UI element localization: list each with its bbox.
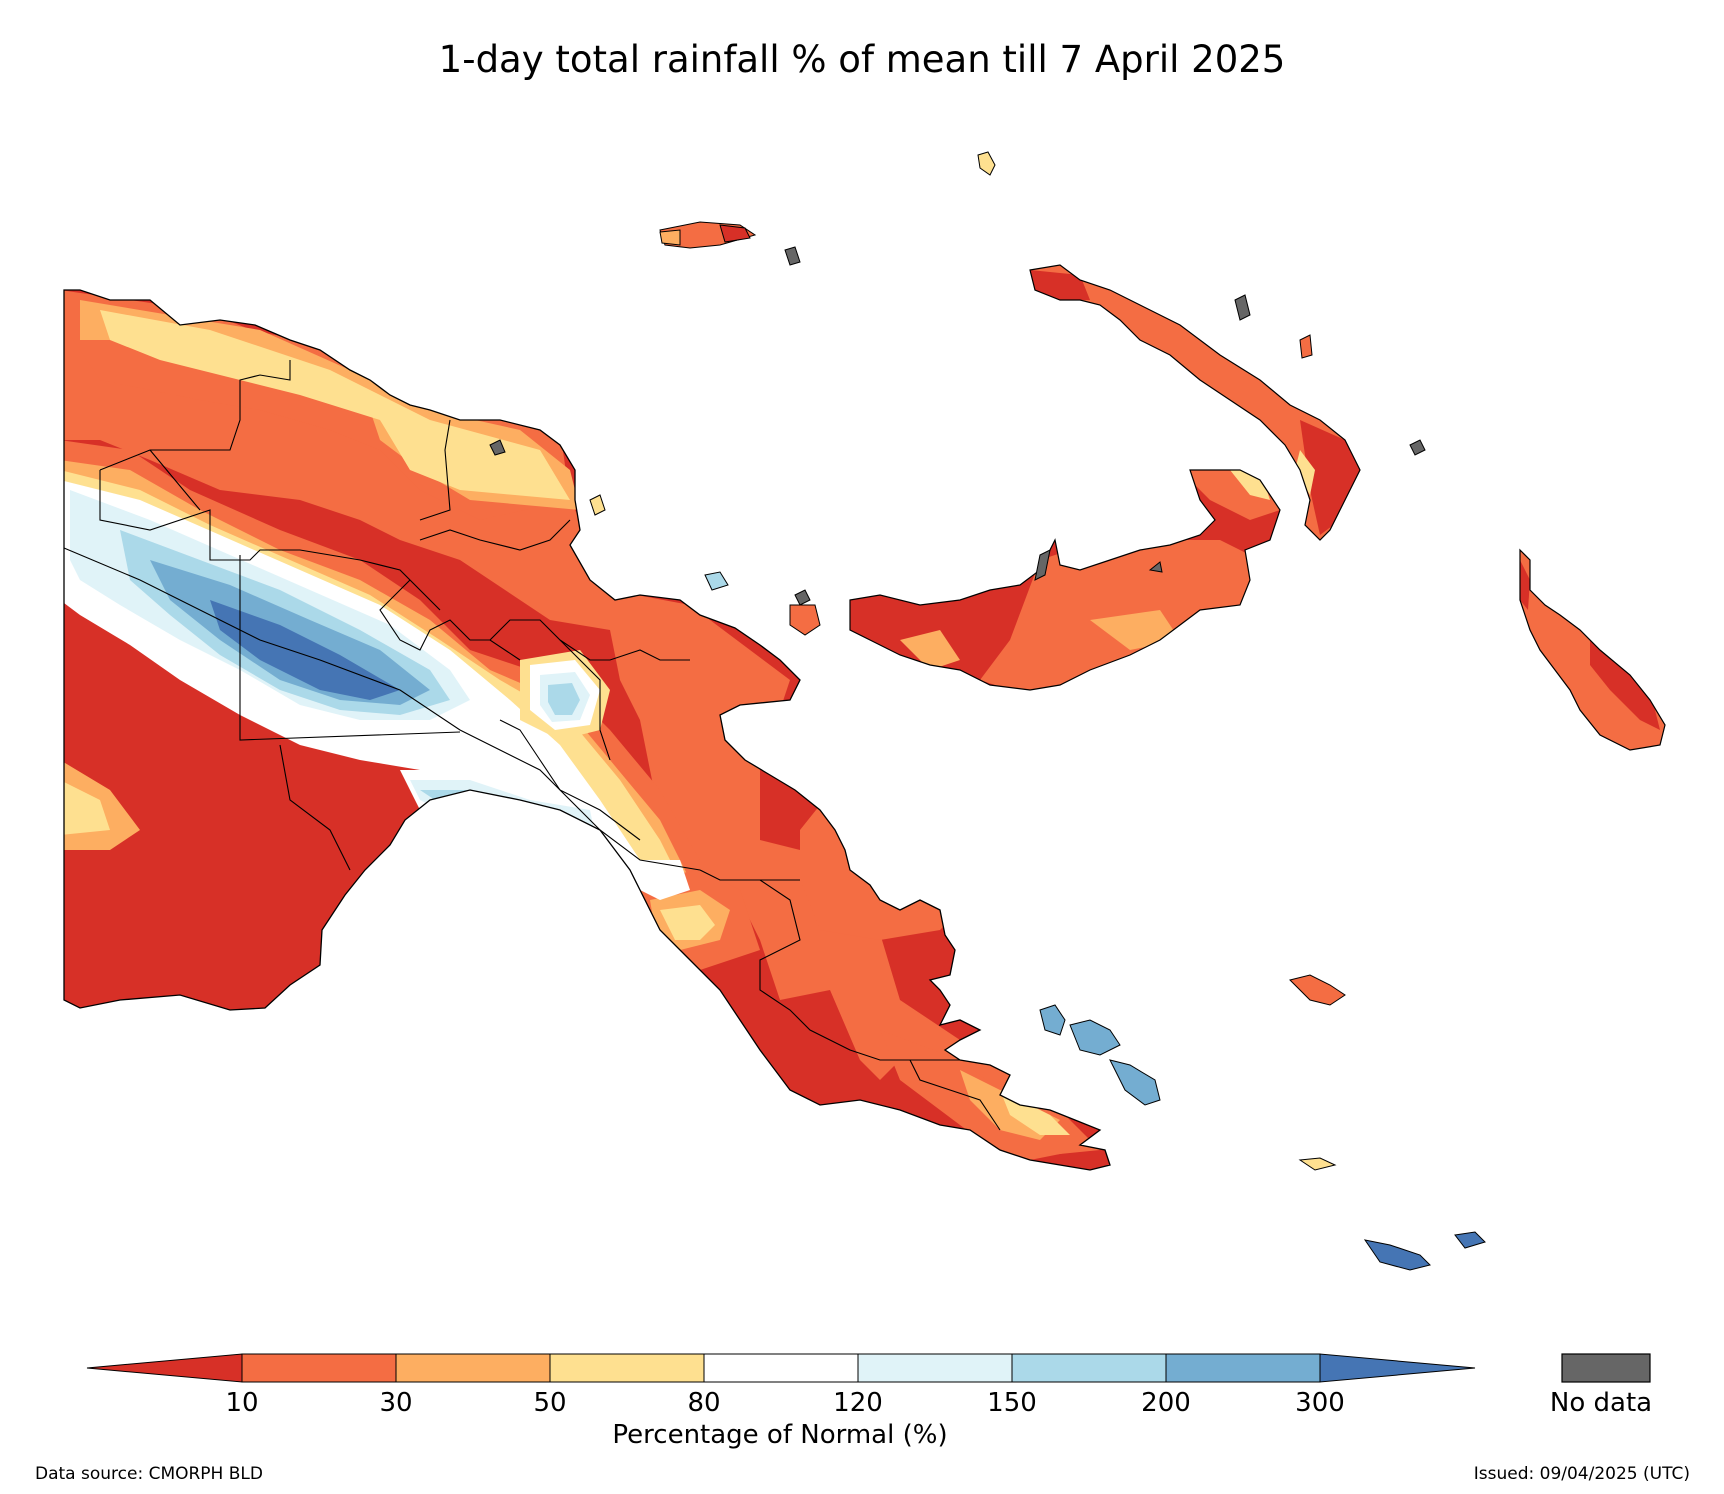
data-source: Data source: CMORPH BLD bbox=[35, 1464, 263, 1484]
mainland-rainfall-field bbox=[64, 290, 1110, 1170]
colorbar-tick: 30 bbox=[379, 1388, 413, 1418]
bougainville-coastline bbox=[1519, 548, 1666, 751]
colorbar-80-120 bbox=[703, 1353, 859, 1383]
no-data-label: No data bbox=[1549, 1388, 1653, 1418]
colorbar bbox=[86, 1353, 1651, 1383]
colorbar-tick: 150 bbox=[987, 1388, 1037, 1418]
colorbar-title: Percentage of Normal (%) bbox=[612, 1420, 948, 1450]
colorbar-tick: 200 bbox=[1141, 1388, 1191, 1418]
colorbar-tick: 50 bbox=[533, 1388, 567, 1418]
colorbar-tick: 10 bbox=[225, 1388, 259, 1418]
mainland-coastline bbox=[63, 289, 1111, 1171]
colorbar-200-300 bbox=[1165, 1353, 1321, 1383]
colorbar-tick: 300 bbox=[1295, 1388, 1345, 1418]
new-britain-rainfall bbox=[850, 470, 1280, 690]
colorbar-50-80 bbox=[549, 1353, 705, 1383]
map-title: 1-day total rainfall % of mean till 7 Ap… bbox=[438, 38, 1286, 81]
colorbar-120-150 bbox=[857, 1353, 1013, 1383]
new-ireland-coastline bbox=[1029, 264, 1361, 541]
colorbar-tick: 80 bbox=[687, 1388, 721, 1418]
new-ireland-rainfall bbox=[1030, 265, 1360, 540]
colorbar-gt300 bbox=[1319, 1353, 1476, 1383]
colorbar-30-50 bbox=[395, 1353, 551, 1383]
issued-date: Issued: 09/04/2025 (UTC) bbox=[1473, 1464, 1690, 1484]
colorbar-lt10 bbox=[86, 1353, 243, 1383]
colorbar-tick: 120 bbox=[833, 1388, 883, 1418]
province-boundaries bbox=[63, 360, 1001, 1131]
small-islands bbox=[489, 151, 1486, 1271]
no-data-swatch bbox=[1561, 1353, 1651, 1383]
colorbar-150-200 bbox=[1011, 1353, 1167, 1383]
bougainville-rainfall bbox=[1520, 550, 1665, 750]
colorbar-10-30 bbox=[241, 1353, 397, 1383]
